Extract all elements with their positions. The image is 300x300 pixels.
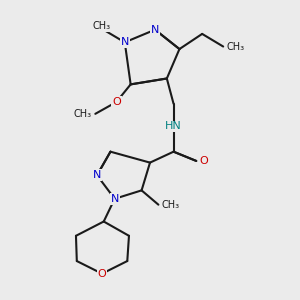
Text: N: N xyxy=(93,170,101,180)
Text: CH₃: CH₃ xyxy=(162,200,180,210)
Text: O: O xyxy=(112,97,121,107)
Text: HN: HN xyxy=(165,122,182,131)
Text: N: N xyxy=(110,194,119,204)
Text: N: N xyxy=(121,37,129,47)
Text: CH₃: CH₃ xyxy=(74,109,92,119)
Text: O: O xyxy=(200,156,208,166)
Text: CH₃: CH₃ xyxy=(93,21,111,31)
Text: N: N xyxy=(151,25,159,35)
Text: O: O xyxy=(98,269,106,279)
Text: CH₃: CH₃ xyxy=(226,41,245,52)
